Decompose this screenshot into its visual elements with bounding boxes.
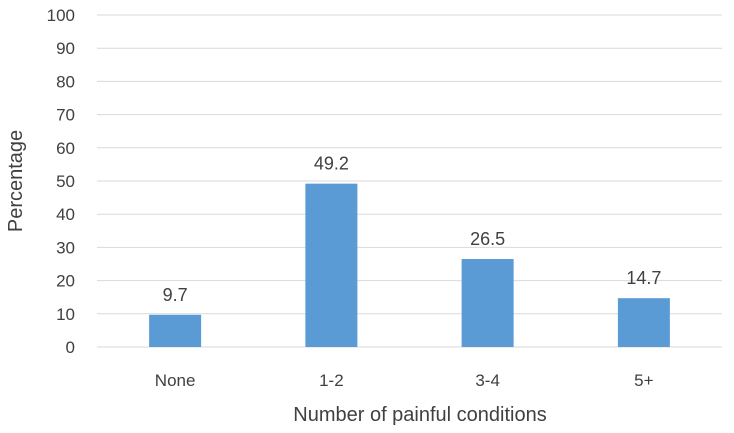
x-tick-label: 5+: [634, 371, 653, 390]
data-label: 26.5: [470, 229, 505, 249]
x-axis-ticks: None 1-2 3-4 5+: [155, 371, 654, 390]
bars: [149, 183, 670, 347]
y-tick-label: 60: [56, 139, 75, 158]
y-tick-label: 30: [56, 238, 75, 257]
y-tick-label: 40: [56, 205, 75, 224]
bar-3-4: [461, 259, 514, 347]
x-tick-label: None: [155, 371, 196, 390]
y-tick-label: 80: [56, 72, 75, 91]
y-axis-title: Percentage: [5, 130, 27, 232]
data-label: 9.7: [163, 285, 188, 305]
bar-none: [149, 314, 202, 347]
y-tick-label: 100: [47, 6, 75, 25]
x-tick-label: 1-2: [319, 371, 344, 390]
y-axis-ticks: 0 10 20 30 40 50 60 70 80 90 100: [47, 6, 75, 357]
bar-5-: [617, 298, 670, 347]
y-tick-label: 50: [56, 172, 75, 191]
x-tick-label: 3-4: [475, 371, 500, 390]
y-tick-label: 90: [56, 39, 75, 58]
y-tick-label: 0: [66, 338, 75, 357]
bar-1-2: [305, 183, 358, 347]
x-axis-title: Number of painful conditions: [293, 404, 546, 426]
y-tick-label: 70: [56, 106, 75, 125]
y-tick-label: 10: [56, 305, 75, 324]
y-tick-label: 20: [56, 272, 75, 291]
data-label: 14.7: [626, 268, 661, 288]
data-labels: 9.7 49.2 26.5 14.7: [163, 154, 662, 305]
gridlines: [97, 14, 722, 348]
data-label: 49.2: [314, 154, 349, 174]
